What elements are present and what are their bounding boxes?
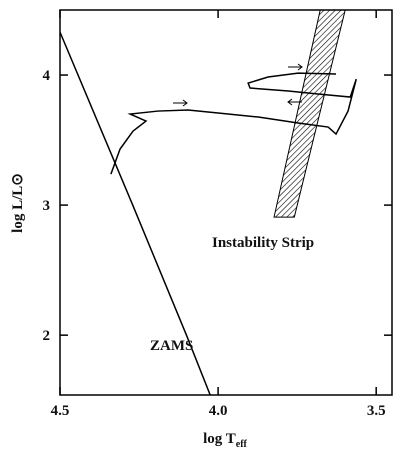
x-tick-label: 4.0 bbox=[209, 403, 228, 419]
y-tick-label: 2 bbox=[43, 328, 51, 344]
line bbox=[60, 31, 211, 395]
x-axis-label: log Teff bbox=[203, 431, 247, 450]
instability-strip bbox=[273, 10, 346, 218]
plot-frame bbox=[59, 9, 393, 396]
y-axis-label: log L/L⊙ bbox=[10, 173, 26, 233]
annotation: Instability Strip bbox=[212, 235, 314, 251]
arrows bbox=[173, 63, 303, 107]
y-tick-label: 4 bbox=[43, 68, 51, 84]
annotation: ZAMS bbox=[150, 338, 193, 354]
y-tick-label: 3 bbox=[43, 198, 51, 214]
x-tick-label: 3.5 bbox=[367, 403, 386, 419]
x-tick-label: 4.5 bbox=[51, 403, 70, 419]
line bbox=[110, 72, 357, 175]
